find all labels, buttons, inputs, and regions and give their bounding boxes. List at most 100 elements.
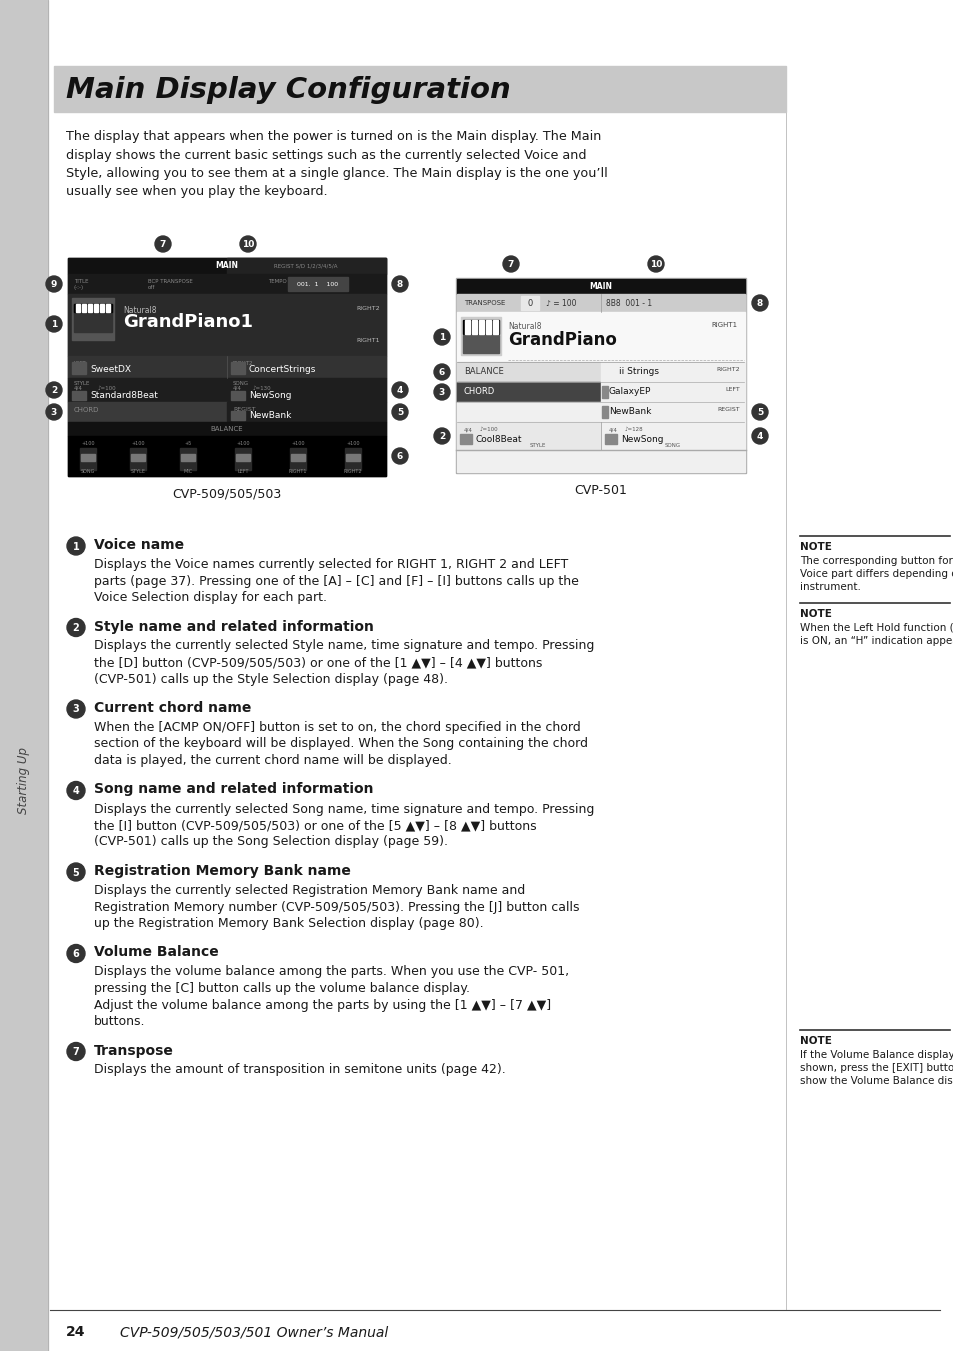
Text: parts (page 37). Pressing one of the [A] – [C] and [F] – [I] buttons calls up th: parts (page 37). Pressing one of the [A]… <box>94 574 578 588</box>
Text: 10: 10 <box>241 240 253 249</box>
Text: NewBank: NewBank <box>249 411 291 420</box>
Text: buttons.: buttons. <box>94 1015 146 1028</box>
Text: usually see when you play the keyboard.: usually see when you play the keyboard. <box>66 185 327 199</box>
Text: 10: 10 <box>649 259 661 269</box>
Text: (-:-): (-:-) <box>74 285 84 290</box>
Text: 7: 7 <box>72 1047 79 1056</box>
Text: Registration Memory number (CVP-509/505/503). Pressing the [J] button calls: Registration Memory number (CVP-509/505/… <box>94 901 578 913</box>
Text: Style, allowing you to see them at a single glance. The Main display is the one : Style, allowing you to see them at a sin… <box>66 168 607 180</box>
Text: CVP-509/505/503: CVP-509/505/503 <box>172 488 281 500</box>
Bar <box>601 386 607 399</box>
Text: Style name and related information: Style name and related information <box>94 620 374 634</box>
Circle shape <box>751 295 767 311</box>
Circle shape <box>751 404 767 420</box>
Circle shape <box>434 428 450 444</box>
Bar <box>472 320 476 334</box>
Text: show the Volume Balance display.: show the Volume Balance display. <box>800 1075 953 1086</box>
Text: REGIST: REGIST <box>717 407 740 412</box>
Text: TITLE: TITLE <box>74 280 89 284</box>
Text: Adjust the volume balance among the parts by using the [1 ▲▼] – [7 ▲▼]: Adjust the volume balance among the part… <box>94 998 551 1012</box>
Bar <box>181 454 194 461</box>
Text: 7: 7 <box>160 240 166 249</box>
Bar <box>345 449 360 470</box>
Text: ♪=130: ♪=130 <box>253 386 272 390</box>
Text: RIGHT2: RIGHT2 <box>343 469 362 474</box>
Bar <box>600 362 744 382</box>
Circle shape <box>67 619 85 636</box>
Text: NOTE: NOTE <box>800 542 831 553</box>
Text: Volume Balance: Volume Balance <box>94 946 218 959</box>
Bar <box>460 317 500 355</box>
Text: 1: 1 <box>438 332 445 342</box>
Text: When the Left Hold function (page 45): When the Left Hold function (page 45) <box>800 623 953 634</box>
Text: up the Registration Memory Bank Selection display (page 80).: up the Registration Memory Bank Selectio… <box>94 917 483 929</box>
Text: TRANSPOSE: TRANSPOSE <box>463 300 505 305</box>
Text: REGIST S/D 1/2/3/4/5/A: REGIST S/D 1/2/3/4/5/A <box>274 263 337 269</box>
Text: 8B8  001 - 1: 8B8 001 - 1 <box>605 299 652 308</box>
Bar <box>456 312 744 362</box>
Text: +100: +100 <box>132 440 145 446</box>
Text: MAIN: MAIN <box>215 262 238 270</box>
Text: 5: 5 <box>396 408 403 417</box>
Bar <box>71 299 113 340</box>
Bar <box>100 304 104 312</box>
Bar <box>485 320 491 334</box>
Bar <box>68 403 227 422</box>
Text: Displays the currently selected Song name, time signature and tempo. Pressing: Displays the currently selected Song nam… <box>94 802 594 816</box>
Text: GalaxyEP: GalaxyEP <box>608 388 651 396</box>
Text: REGIST: REGIST <box>233 407 255 412</box>
Text: Displays the amount of transposition in semitone units (page 42).: Displays the amount of transposition in … <box>94 1063 505 1077</box>
Bar <box>478 320 483 334</box>
Text: 8: 8 <box>756 299 762 308</box>
Text: LEFT: LEFT <box>74 361 87 366</box>
Bar <box>82 304 86 312</box>
Text: shown, press the [EXIT] button to: shown, press the [EXIT] button to <box>800 1063 953 1073</box>
Text: 2: 2 <box>72 623 79 634</box>
Text: ConcertStrings: ConcertStrings <box>249 366 316 374</box>
Bar <box>600 382 744 403</box>
Text: ♪=100: ♪=100 <box>479 427 498 432</box>
Text: 4: 4 <box>72 786 79 796</box>
Bar <box>74 304 112 312</box>
Text: +100: +100 <box>81 440 94 446</box>
Text: 3: 3 <box>72 704 79 715</box>
Circle shape <box>46 316 62 332</box>
Text: ii Strings: ii Strings <box>618 367 659 377</box>
Bar <box>604 434 617 444</box>
Text: Standard8Beat: Standard8Beat <box>90 392 157 400</box>
Bar <box>74 304 112 332</box>
Text: When the [ACMP ON/OFF] button is set to on, the chord specified in the chord: When the [ACMP ON/OFF] button is set to … <box>94 721 580 734</box>
Text: (CVP-501) calls up the Style Selection display (page 48).: (CVP-501) calls up the Style Selection d… <box>94 673 448 685</box>
Text: Voice Selection display for each part.: Voice Selection display for each part. <box>94 590 327 604</box>
Text: SweetDX: SweetDX <box>90 366 131 374</box>
Text: Song name and related information: Song name and related information <box>94 782 374 797</box>
Bar <box>68 295 386 357</box>
Text: BALANCE: BALANCE <box>211 426 243 432</box>
Text: Displays the Voice names currently selected for RIGHT 1, RIGHT 2 and LEFT: Displays the Voice names currently selec… <box>94 558 568 571</box>
Text: NewSong: NewSong <box>249 392 292 400</box>
Text: 5: 5 <box>756 408 762 417</box>
Circle shape <box>240 236 255 253</box>
Text: 1: 1 <box>51 320 57 330</box>
Text: 4/4: 4/4 <box>608 427 618 432</box>
Text: 6: 6 <box>396 453 403 461</box>
Text: the [D] button (CVP-509/505/503) or one of the [1 ▲▼] – [4 ▲▼] buttons: the [D] button (CVP-509/505/503) or one … <box>94 657 542 669</box>
Circle shape <box>67 536 85 555</box>
Text: the [I] button (CVP-509/505/503) or one of the [5 ▲▼] – [8 ▲▼] buttons: the [I] button (CVP-509/505/503) or one … <box>94 819 536 832</box>
Text: LEFT: LEFT <box>237 469 249 474</box>
Text: RIGHT1: RIGHT1 <box>289 469 307 474</box>
Text: 6: 6 <box>72 948 79 959</box>
Text: CHORD: CHORD <box>463 388 495 396</box>
Bar <box>288 277 348 290</box>
Text: +100: +100 <box>346 440 359 446</box>
Text: pressing the [C] button calls up the volume balance display.: pressing the [C] button calls up the vol… <box>94 982 470 994</box>
Text: Main Display Configuration: Main Display Configuration <box>66 76 510 104</box>
Text: NewBank: NewBank <box>608 408 651 416</box>
Circle shape <box>392 449 408 463</box>
Text: TEMPO: TEMPO <box>268 280 287 284</box>
Text: 24: 24 <box>66 1325 86 1339</box>
Text: LEFT: LEFT <box>724 386 740 392</box>
Bar <box>68 274 386 295</box>
Text: Starting Up: Starting Up <box>17 747 30 813</box>
Text: BALANCE: BALANCE <box>463 367 503 377</box>
